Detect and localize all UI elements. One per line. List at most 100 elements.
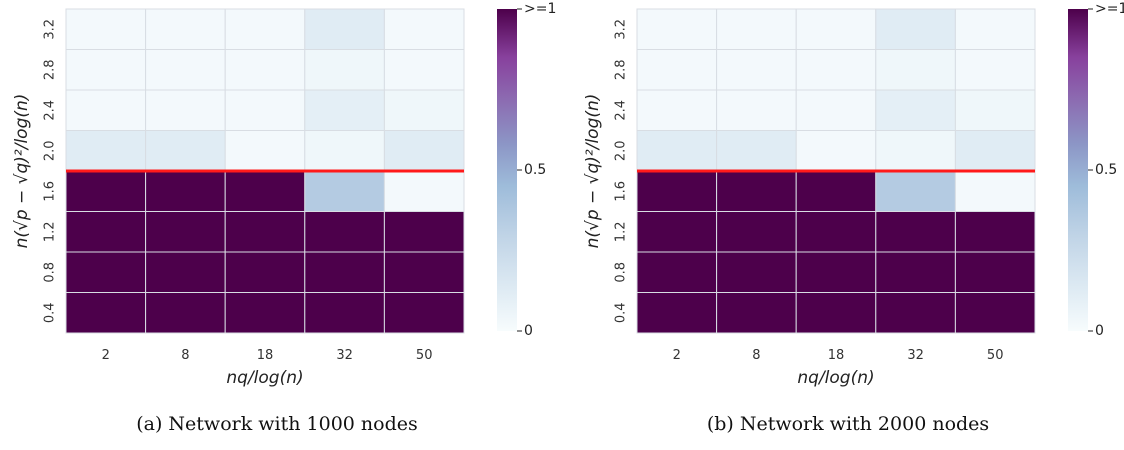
heatmap-cell (65, 130, 147, 172)
y-tick-label: 2.4 (614, 100, 629, 121)
heatmap-cell (224, 170, 306, 212)
heatmap-cell (65, 49, 147, 91)
heatmap-cell (304, 130, 385, 172)
heatmap-cell (954, 89, 1036, 131)
heatmap-cell (716, 89, 797, 131)
heatmap-cell (304, 89, 385, 131)
heatmap-cell (954, 130, 1036, 172)
x-tick-label: 50 (987, 348, 1004, 363)
y-tick-label: 1.6 (614, 181, 629, 202)
colorbar-tick-label: 0.5 (1095, 162, 1117, 178)
x-tick-label: 2 (102, 348, 110, 363)
y-axis-label: n(√p − √q)²/log(n) (12, 94, 32, 249)
heatmap-cell (795, 211, 877, 253)
heatmap-cell (716, 49, 797, 91)
heatmap-cell (145, 8, 226, 50)
heatmap-panel-0: 2 8 18 32 50 3.2 2.8 2.4 2.0 1.6 1.2 0.8 0.4 nq/log(n… (12, 1, 556, 435)
heatmap-cell (65, 211, 147, 253)
heatmap-cell (954, 251, 1036, 293)
heatmap-cell (875, 292, 956, 334)
y-tick-label: 0.4 (614, 302, 629, 323)
heatmap-cell (145, 211, 226, 253)
heatmap-cell (383, 292, 465, 334)
y-tick-label: 1.2 (614, 221, 629, 242)
colorbar-tick-label: 0 (524, 323, 533, 339)
heatmap-cell (304, 8, 385, 50)
heatmap-cell (875, 130, 956, 172)
y-tick-label: 2.0 (43, 140, 58, 161)
heatmap-cell (636, 89, 718, 131)
heatmap-cell (795, 49, 877, 91)
y-tick-label: 1.2 (43, 221, 58, 242)
heatmap-cell (224, 292, 306, 334)
y-tick-label: 0.8 (614, 262, 629, 283)
colorbar-tick-label: 0 (1095, 323, 1104, 339)
heatmap-cell (954, 292, 1036, 334)
x-tick-label: 32 (336, 348, 353, 363)
heatmap-cell (383, 8, 465, 50)
y-tick-label: 3.2 (43, 19, 58, 40)
heatmap-cell (716, 211, 797, 253)
x-tick-label: 18 (828, 348, 845, 363)
heatmap-cell (65, 292, 147, 334)
x-tick-label: 50 (416, 348, 433, 363)
heatmap-cell (636, 251, 718, 293)
heatmap-cell (383, 89, 465, 131)
y-tick-label: 2.8 (43, 59, 58, 80)
heatmap-cell (875, 251, 956, 293)
heatmap-cell (145, 89, 226, 131)
x-axis-label: nq/log(n) (797, 368, 874, 388)
y-tick-label: 2.0 (614, 140, 629, 161)
heatmap-cell (383, 49, 465, 91)
heatmap-cell (65, 170, 147, 212)
x-tick-label: 18 (257, 348, 274, 363)
heatmap-cell (145, 251, 226, 293)
colorbar-tick-label: >=1 (1095, 1, 1124, 17)
heatmap-cell (716, 292, 797, 334)
heatmap-cell (383, 130, 465, 172)
heatmap-cell (304, 251, 385, 293)
heatmap-cell (224, 89, 306, 131)
heatmap-cell (875, 170, 956, 212)
heatmap-cell (304, 211, 385, 253)
figure-caption: (a) Network with 1000 nodes (136, 413, 418, 435)
heatmap-cell (145, 292, 226, 334)
heatmap-cell (636, 8, 718, 50)
x-axis-label: nq/log(n) (226, 368, 303, 388)
heatmap-cell (304, 49, 385, 91)
heatmap-cell (716, 130, 797, 172)
heatmap-cell (224, 251, 306, 293)
heatmap-cell (304, 292, 385, 334)
heatmap-cell (795, 8, 877, 50)
heatmap-cell (65, 8, 147, 50)
y-tick-label: 2.4 (43, 100, 58, 121)
y-tick-label: 2.8 (614, 59, 629, 80)
heatmap-cell (383, 170, 465, 212)
heatmap-cell (795, 130, 877, 172)
heatmap-cell (954, 8, 1036, 50)
colorbar (1068, 9, 1088, 331)
x-tick-label: 8 (181, 348, 189, 363)
y-tick-label: 0.8 (43, 262, 58, 283)
heatmap-cell (224, 49, 306, 91)
heatmap-cell (875, 211, 956, 253)
heatmap-cell (145, 170, 226, 212)
heatmap-cell (636, 130, 718, 172)
x-tick-label: 32 (907, 348, 924, 363)
heatmap-cell (383, 251, 465, 293)
heatmap-cell (224, 8, 306, 50)
heatmap-cell (954, 211, 1036, 253)
colorbar (497, 9, 517, 331)
heatmap-cell (636, 292, 718, 334)
x-tick-label: 8 (752, 348, 760, 363)
heatmap-cell (304, 170, 385, 212)
heatmap-cell (716, 8, 797, 50)
heatmap-cell (795, 251, 877, 293)
heatmap-cell (224, 211, 306, 253)
heatmap-cell (875, 8, 956, 50)
heatmap-cell (65, 89, 147, 131)
colorbar-tick-label: 0.5 (524, 162, 546, 178)
y-axis-label: n(√p − √q)²/log(n) (583, 94, 603, 249)
heatmap-cell (954, 49, 1036, 91)
